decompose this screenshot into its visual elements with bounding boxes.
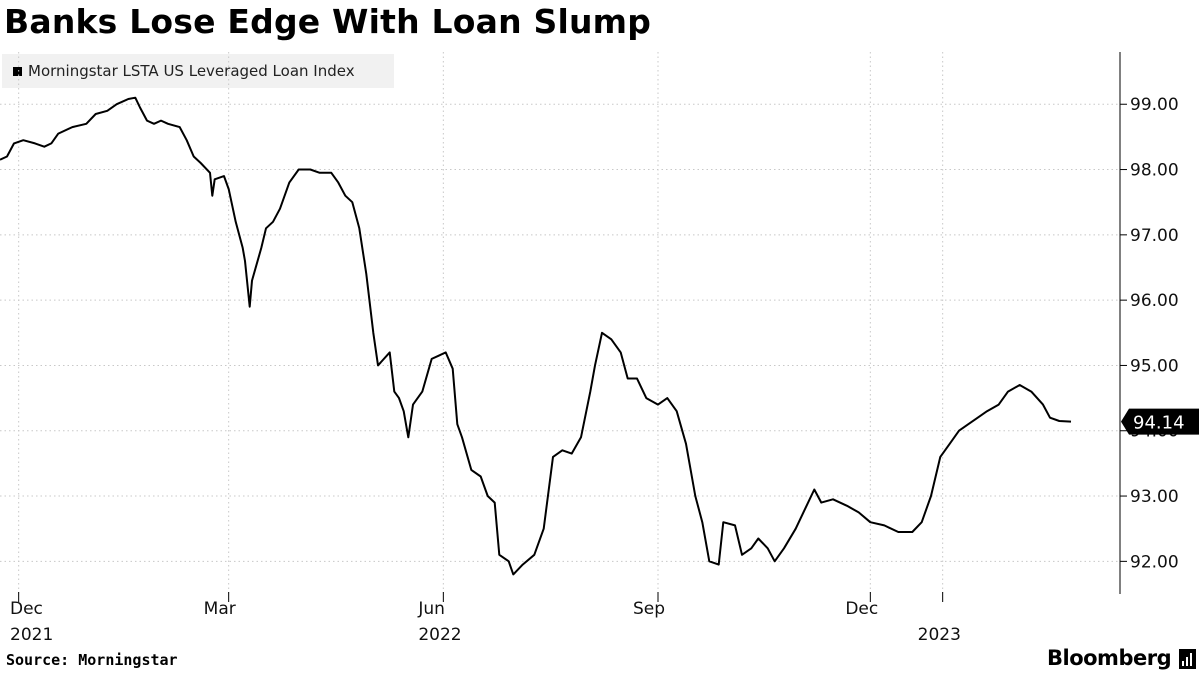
source-note: Source: Morningstar (6, 651, 178, 669)
y-tick-label: 92.00 (1130, 552, 1179, 572)
y-tick-label: 95.00 (1130, 356, 1179, 376)
series-line (0, 96, 1072, 576)
x-tick-label: Sep (633, 599, 665, 619)
y-tick-label: 97.00 (1130, 226, 1179, 246)
last-value-tag (1121, 408, 1199, 435)
y-tick-label: 93.00 (1130, 487, 1179, 507)
y-tick-label: 98.00 (1130, 161, 1179, 181)
y-tick-label: 99.00 (1130, 95, 1179, 115)
brand-logo-text: Bloomberg (1047, 646, 1172, 670)
last-value-label: 94.14 (1133, 413, 1185, 434)
bloomberg-terminal-icon (1179, 649, 1196, 669)
x-year-label: 2023 (918, 625, 961, 645)
x-year-label: 2021 (10, 625, 53, 645)
legend-label: Morningstar LSTA US Leveraged Loan Index (28, 62, 355, 80)
legend: Morningstar LSTA US Leveraged Loan Index (2, 54, 394, 88)
x-tick-label: Dec (10, 599, 43, 619)
x-year-label: 2022 (418, 625, 461, 645)
chart-title: Banks Lose Edge With Loan Slump (4, 2, 652, 41)
x-tick-label: Jun (417, 599, 445, 619)
y-tick-label: 96.00 (1130, 291, 1179, 311)
x-tick-label: Mar (204, 599, 236, 619)
x-tick-label: Dec (845, 599, 878, 619)
legend-swatch (13, 66, 22, 76)
